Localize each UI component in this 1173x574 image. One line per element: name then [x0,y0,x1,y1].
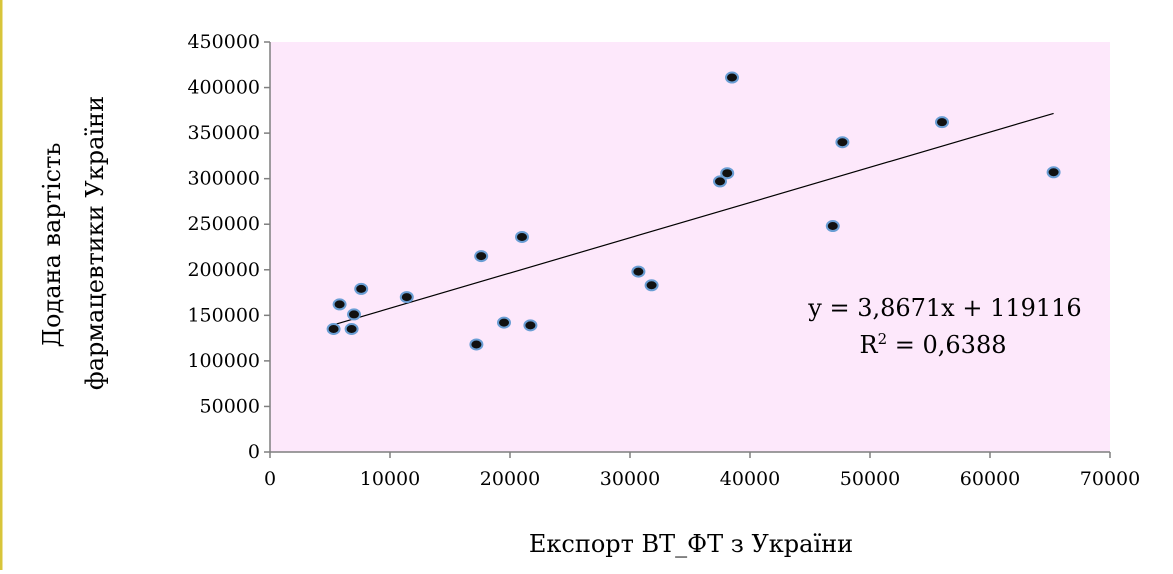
data-point [725,71,739,84]
y-tick-label: 300000 [187,168,260,190]
data-point [835,136,850,149]
r2-value: = 0,6388 [887,331,1006,359]
data-point [469,338,484,351]
trendline-group [333,112,1054,326]
y-tick-label: 250000 [187,213,260,235]
data-point [474,250,489,263]
data-point [631,265,646,278]
y-tick-label: 200000 [187,259,260,281]
data-point [523,319,538,332]
trendline-r-squared: R2 = 0,6388 [860,330,1007,359]
x-tick-label: 0 [264,468,276,490]
x-tick-label: 40000 [720,468,780,490]
y-tick-label: 150000 [187,304,260,326]
y-axis-title: Додана вартість фармацевтики України [38,96,109,390]
y-axis-title-line-2: фармацевтики України [81,96,109,390]
y-axis-ticks: 0 50000 100000 150000 200000 250000 300000 3500… [187,31,270,463]
x-tick-label: 70000 [1080,468,1140,490]
y-tick-label: 50000 [200,395,260,417]
data-point [497,316,511,329]
data-point [713,175,727,188]
data-point [1046,166,1061,179]
r2-prefix: R [860,331,879,359]
r2-exponent: 2 [878,330,888,348]
data-point [354,282,369,295]
data-point [344,323,359,335]
data-point [399,291,414,304]
trendline-equation: y = 3,8671x + 119116 [807,294,1081,322]
x-tick-label: 60000 [960,468,1020,490]
data-point [720,167,735,180]
data-point [347,308,361,321]
y-tick-label: 100000 [187,350,260,372]
data-point [332,298,347,311]
y-tick-label: 450000 [187,31,260,53]
x-tick-label: 10000 [360,468,420,490]
data-point [935,116,949,129]
x-axis-title: Експорт ВТ_ФТ з України [529,530,853,558]
plot-area [270,42,1110,452]
data-point [515,230,529,243]
trendline [333,112,1054,326]
y-axis-title-line-1: Додана вартість [38,143,66,348]
y-tick-label: 0 [248,441,260,463]
data-point [326,323,341,335]
data-point [825,220,840,233]
x-tick-label: 30000 [600,468,660,490]
x-axis-ticks: 0 10000 20000 30000 40000 50000 60000 70000 [264,452,1140,490]
x-tick-label: 50000 [840,468,900,490]
x-tick-label: 20000 [480,468,540,490]
y-tick-label: 350000 [187,122,260,144]
data-point [644,279,659,292]
data-points [326,71,1061,351]
y-tick-label: 400000 [187,77,260,99]
